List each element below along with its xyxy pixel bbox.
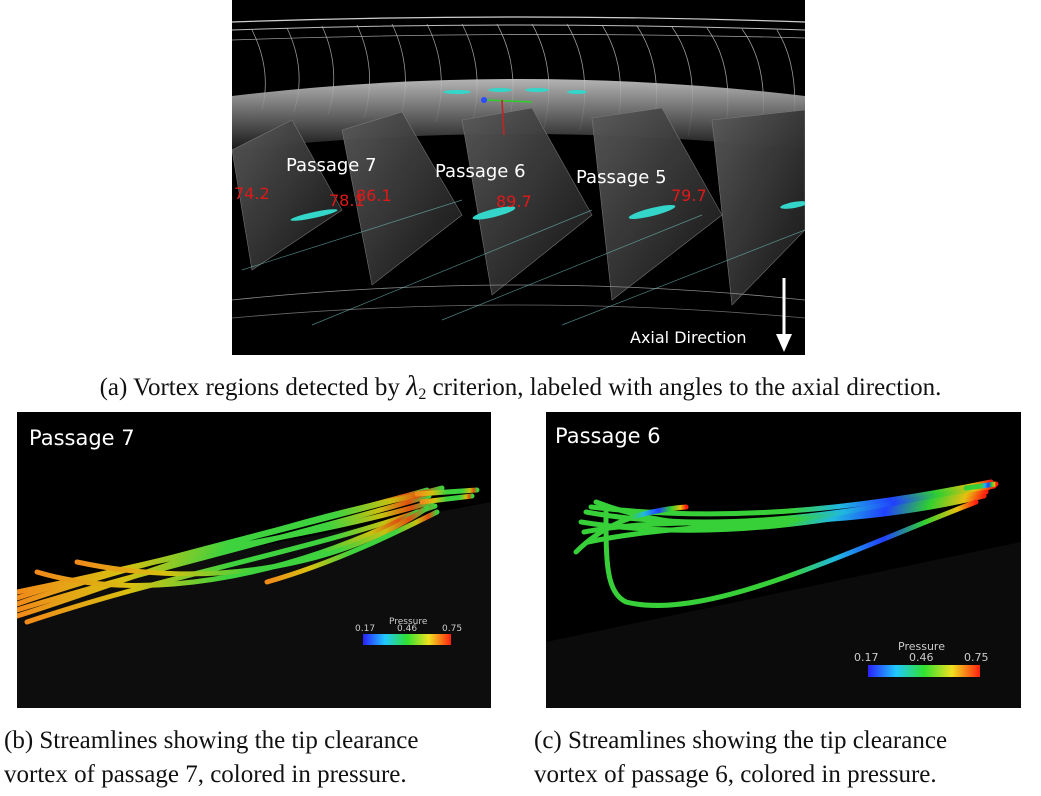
caption-b-line1: (b) Streamlines showing the tip clearanc… <box>4 727 419 754</box>
colorbar-label: Pressure <box>389 617 428 627</box>
figure-c-render <box>546 412 1021 708</box>
passage-6-title: Passage 6 <box>555 424 661 448</box>
passage-5-label: Passage 5 <box>576 167 667 188</box>
angle-label: 89.7 <box>496 192 532 211</box>
passage-7-title: Passage 7 <box>29 426 135 450</box>
lambda-subscript: 2 <box>418 386 427 403</box>
angle-label: 86.1 <box>356 186 392 205</box>
passage-7-label: Passage 7 <box>286 155 377 176</box>
colorbar-min: 0.17 <box>355 624 376 634</box>
figure-a-caption: (a) Vortex regions detected by λ2 criter… <box>0 370 1041 412</box>
vortex-regions <box>290 201 805 221</box>
figure-a-panel: Passage 7 Passage 6 Passage 5 74.2 78.1 … <box>232 0 805 355</box>
caption-c-line1: (c) Streamlines showing the tip clearanc… <box>534 727 948 754</box>
colorbar-min: 0.17 <box>854 651 879 664</box>
colorbar-max: 0.75 <box>964 651 989 664</box>
axial-direction-label: Axial Direction <box>630 328 747 347</box>
caption-a-prefix: (a) Vortex regions detected by <box>99 374 407 401</box>
figure-b-panel: Passage 7 Pressure 0.17 0.46 0.75 <box>17 412 491 708</box>
figure-c-panel: Passage 6 Pressure 0.17 0.46 0.75 <box>546 412 1021 708</box>
lambda-symbol: λ <box>406 371 419 402</box>
figure-b-render <box>17 412 491 708</box>
caption-a-suffix: criterion, labeled with angles to the ax… <box>426 374 942 401</box>
angle-label: 74.2 <box>234 184 270 203</box>
angle-label: 79.7 <box>671 186 707 205</box>
figure-a-render <box>232 0 805 355</box>
colorbar-max: 0.75 <box>442 624 463 634</box>
passage-6-label: Passage 6 <box>435 161 526 182</box>
angle-label: 78.1 <box>329 191 365 210</box>
caption-b-line2: vortex of passage 7, colored in pressure… <box>4 761 407 788</box>
figure-c-caption: (c) Streamlines showing the tip clearanc… <box>534 724 1038 792</box>
caption-c-line2: vortex of passage 6, colored in pressure… <box>534 761 937 788</box>
colorbar-mid: 0.46 <box>909 651 934 664</box>
colorbar-mid: 0.46 <box>397 624 418 634</box>
colorbar-label: Pressure <box>898 640 945 653</box>
figure-b-caption: (b) Streamlines showing the tip clearanc… <box>4 724 508 792</box>
